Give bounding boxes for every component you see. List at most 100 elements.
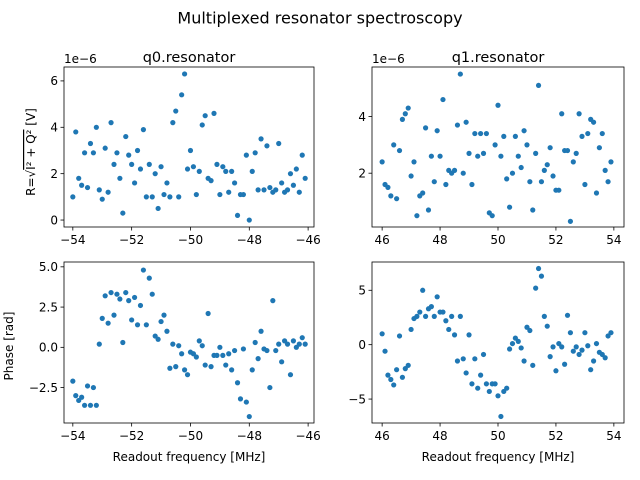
q1-phase-data-point — [553, 368, 559, 374]
q1-amplitude-xtick-label: 46 — [374, 233, 389, 247]
q1-phase-data-point — [515, 338, 521, 345]
q0-phase-data-point — [223, 362, 229, 368]
q1-amplitude-data-point — [480, 150, 487, 156]
q0-amplitude-data-point — [105, 189, 111, 195]
q0-phase-data-point — [217, 344, 223, 350]
q0-amplitude-data-point — [123, 133, 129, 140]
q1-phase-ytick-label: 5 — [358, 284, 366, 298]
q1-phase-data-point — [405, 362, 411, 368]
q1-amplitude-xtick-label: 48 — [432, 233, 447, 247]
figure-title: Multiplexed resonator spectroscopy — [177, 9, 462, 28]
q0-phase-data-point — [117, 296, 123, 302]
q0-phase-data-point — [267, 384, 273, 391]
q0-amplitude-data-point — [279, 180, 285, 186]
q1-phase-data-point — [408, 326, 414, 333]
q0-phase-data-point — [87, 402, 94, 408]
q1-phase-data-point — [509, 340, 516, 347]
q1-phase-data-point — [388, 376, 394, 383]
q1-phase-data-point — [428, 304, 434, 310]
q0-phase-data-point — [208, 364, 214, 370]
q0-phase-data-point — [176, 343, 182, 349]
q0-phase-data-point — [184, 372, 191, 378]
q1-phase-data-point — [533, 285, 539, 291]
q1-amplitude-data-point — [428, 153, 434, 159]
q1-amplitude-data-point — [570, 159, 576, 165]
q0-phase-data-point — [149, 291, 155, 297]
q1-amplitude-data-point — [460, 170, 466, 176]
q1-phase-data-point — [475, 385, 481, 391]
q1-phase-data-point — [506, 346, 513, 352]
q1-phase-data-point — [457, 313, 463, 319]
q0-phase-data-point — [264, 347, 270, 354]
q1-phase-data-point — [582, 330, 588, 336]
q0-phase-data-point — [81, 402, 88, 408]
q1-amplitude-data-point — [405, 105, 411, 111]
q0-amplitude-data-point — [126, 152, 132, 158]
q1-phase-data-point — [486, 388, 492, 395]
q0-amplitude-data-point — [249, 168, 255, 174]
q1-amplitude-data-point — [483, 130, 490, 137]
q0-phase-data-point — [196, 338, 202, 344]
q0-phase-data-point — [70, 378, 76, 384]
q0-amplitude-data-point — [146, 161, 152, 167]
q0-amplitude-data-point — [202, 113, 208, 119]
q0-phase-data-point — [276, 341, 282, 347]
q0-phase-data-point — [173, 364, 179, 370]
q1-amplitude-data-point — [573, 150, 579, 156]
q0-amplitude-data-point — [296, 189, 302, 195]
q0-amplitude-data-point — [258, 136, 264, 142]
q0-phase-data-point — [126, 298, 132, 304]
q0-amplitude-data-point — [240, 191, 247, 198]
q1-amplitude-data-point — [443, 181, 449, 188]
q1-phase-data-point — [443, 318, 449, 324]
q1-amplitude-data-point — [512, 133, 518, 139]
q0-amplitude-title: q0.resonator — [143, 50, 236, 66]
q0-phase-xtick-label: −48 — [237, 429, 262, 443]
q1-phase-data-point — [382, 348, 388, 354]
q0-amplitude-data-point — [140, 127, 147, 133]
q1-amplitude-data-point — [602, 167, 608, 173]
q0-amplitude-data-point — [164, 180, 170, 186]
q0-amplitude-data-point — [158, 164, 164, 170]
q1-phase-data-point — [588, 367, 594, 373]
q1-phase-data-point — [547, 354, 553, 360]
q0-phase-data-point — [205, 310, 211, 317]
q0-amplitude-data-point — [73, 129, 79, 135]
q1-amplitude-data-point — [472, 130, 478, 137]
q0-amplitude-data-point — [223, 168, 229, 174]
q1-phase-ytick-label: −5 — [348, 392, 366, 406]
q1-amplitude-data-point — [605, 179, 611, 185]
q0-amplitude-data-point — [267, 184, 273, 191]
q0-amplitude-data-point — [167, 194, 173, 200]
q1-phase-data-point — [446, 326, 452, 333]
q0-phase-xtick-label: −46 — [295, 429, 320, 443]
q0-amplitude-data-point — [284, 187, 291, 193]
q0-amplitude-data-point — [220, 164, 226, 170]
q0-phase-data-point — [79, 394, 85, 400]
q1-phase-data-point — [504, 385, 510, 391]
q0-amplitude-data-point — [170, 120, 176, 126]
q0-phase-data-point — [93, 402, 99, 408]
q0-phase-data-point — [214, 352, 220, 358]
q1-amplitude-data-point — [451, 167, 458, 173]
q1-phase-data-point — [541, 313, 547, 319]
q0-phase-data-point — [137, 302, 144, 309]
q1-phase-xtick-label: 50 — [490, 429, 505, 443]
q0-phase-xtick-label: −50 — [178, 429, 203, 443]
q1-amplitude-data-point — [466, 150, 472, 156]
q0-amplitude-data-point — [79, 182, 85, 188]
q0-amplitude-data-point — [252, 150, 258, 156]
q0-amplitude-data-point — [243, 152, 249, 158]
q0-phase-xtick-label: −52 — [119, 429, 144, 443]
q1-phase-data-point — [396, 333, 403, 339]
q0-amplitude-data-point — [179, 92, 185, 98]
q1-amplitude-data-point — [524, 142, 530, 148]
q1-phase-data-point — [527, 327, 533, 334]
q0-phase-data-point — [170, 341, 176, 347]
q1-phase-data-point — [391, 382, 397, 388]
q0-amplitude-xtick-label: −54 — [60, 233, 85, 247]
q0-phase-data-point — [279, 359, 285, 365]
q1-amplitude-data-point — [434, 128, 440, 134]
q0-amplitude-data-point — [214, 161, 220, 167]
